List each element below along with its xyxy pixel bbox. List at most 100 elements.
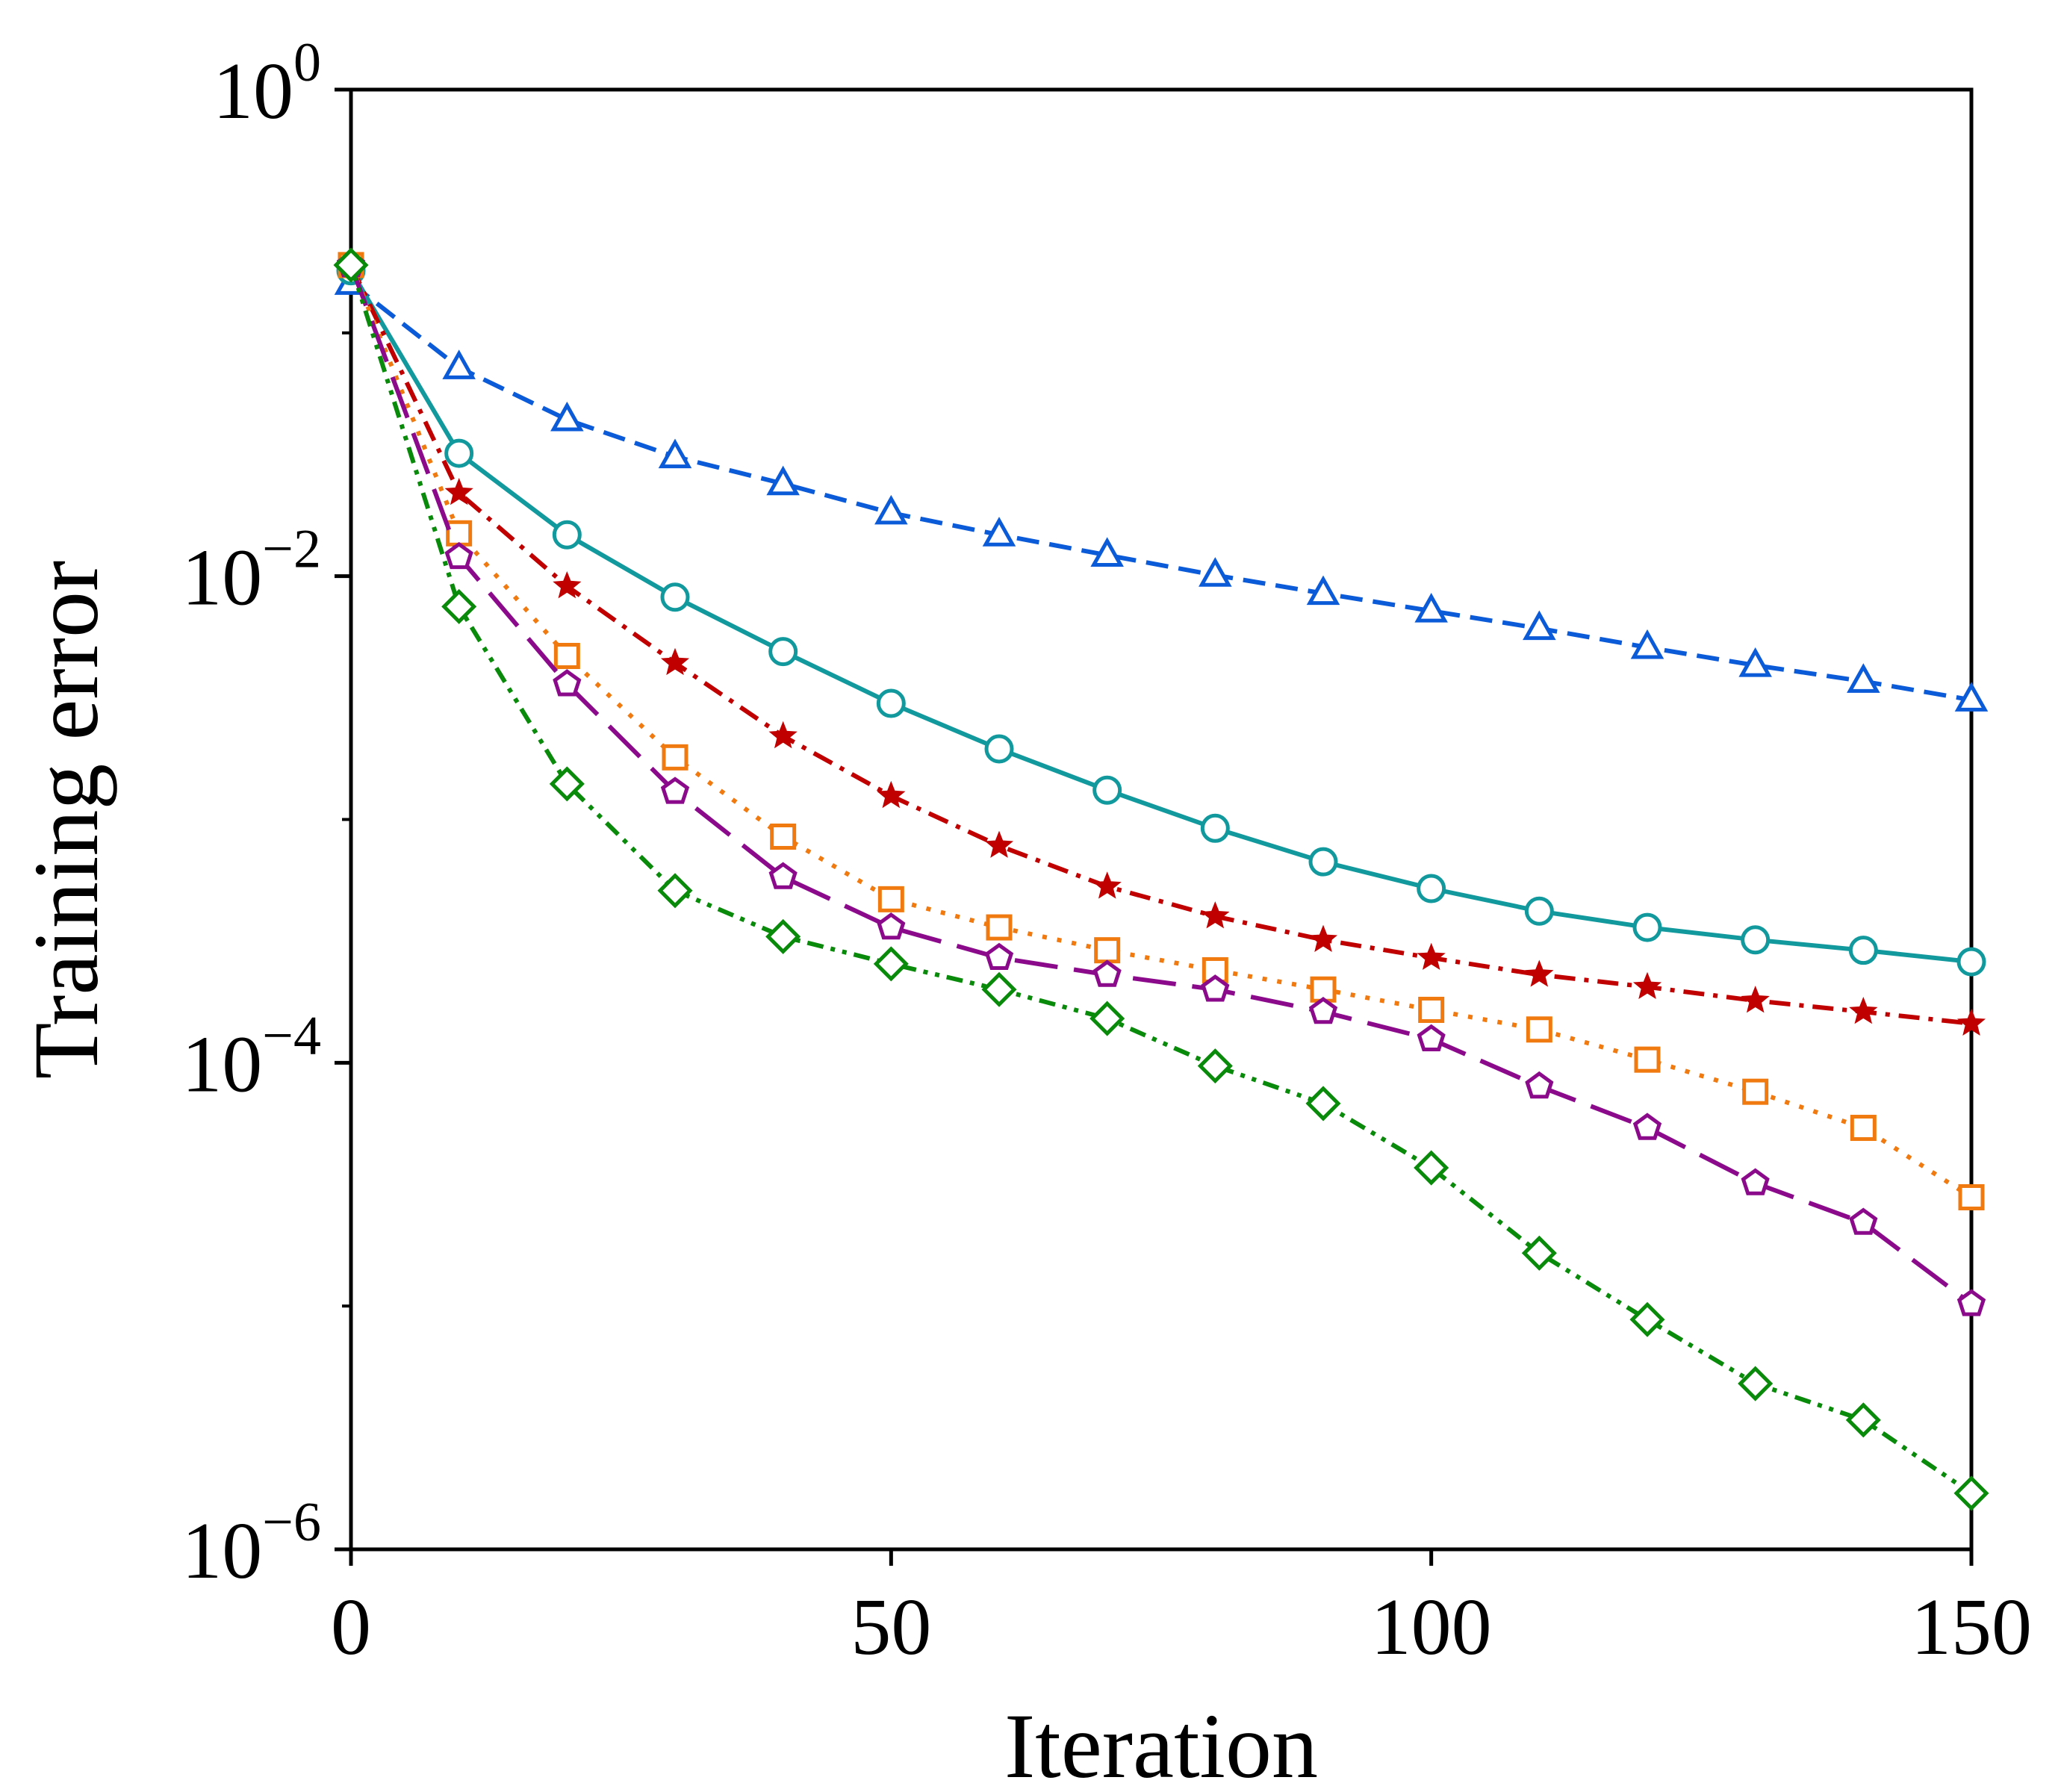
data-point	[1197, 1048, 1233, 1084]
data-point	[442, 349, 476, 379]
series-line	[349, 264, 1973, 1306]
data-point	[1954, 682, 1989, 712]
data-point	[1956, 1289, 1986, 1316]
data-point	[553, 643, 580, 670]
data-point	[1199, 557, 1232, 587]
y-tick-label: 10−4	[181, 1005, 321, 1109]
x-tick-label: 50	[851, 1583, 931, 1672]
data-point	[1201, 901, 1230, 929]
data-point	[1956, 1008, 1986, 1036]
data-point	[1629, 1301, 1665, 1337]
data-point	[1742, 1078, 1769, 1105]
data-point	[766, 465, 800, 496]
series-triangle	[334, 265, 1989, 712]
data-point	[986, 914, 1013, 941]
data-point	[768, 721, 798, 749]
data-point	[1094, 937, 1121, 964]
data-point	[1521, 1235, 1557, 1271]
data-point	[333, 247, 369, 283]
data-point	[1308, 997, 1338, 1024]
data-point	[1524, 896, 1554, 926]
data-point	[1848, 936, 1878, 965]
data-point	[1845, 1402, 1881, 1438]
y-axis-title: Training error	[15, 561, 117, 1080]
series-line	[349, 264, 1973, 1200]
data-point	[1741, 1168, 1770, 1195]
data-point	[553, 570, 582, 599]
data-point	[660, 582, 690, 612]
data-point	[1847, 663, 1880, 693]
x-tick-label: 100	[1371, 1583, 1492, 1672]
data-point	[550, 401, 584, 432]
data-point	[1738, 647, 1772, 677]
y-tick-label: 10−6	[181, 1492, 321, 1596]
series-line	[349, 264, 1972, 1026]
data-point	[549, 766, 585, 802]
data-point	[553, 669, 582, 697]
data-point	[876, 688, 906, 718]
data-point	[662, 744, 688, 771]
data-point	[1850, 1115, 1877, 1142]
data-point	[1523, 610, 1556, 641]
data-point	[1417, 1024, 1446, 1051]
data-point	[984, 734, 1014, 764]
data-point	[770, 823, 797, 850]
series-pentagon	[336, 249, 1986, 1316]
data-point	[877, 780, 906, 809]
series-line	[349, 281, 1972, 703]
y-tick-label: 100	[213, 32, 321, 136]
data-point	[768, 637, 798, 667]
data-point	[1849, 997, 1878, 1024]
data-point	[1958, 1183, 1985, 1210]
data-point	[1632, 971, 1662, 999]
data-point	[984, 830, 1014, 858]
data-point	[1308, 847, 1338, 877]
data-point	[1089, 1001, 1125, 1036]
data-point	[1953, 1475, 1989, 1511]
data-point	[981, 971, 1017, 1007]
series-line	[349, 264, 1973, 1496]
data-point	[1525, 959, 1554, 987]
data-point	[1526, 1016, 1552, 1043]
data-point	[1632, 912, 1662, 942]
data-point	[446, 520, 473, 547]
data-point	[1092, 775, 1122, 805]
data-point	[982, 517, 1016, 547]
data-point	[1308, 924, 1338, 952]
data-point	[1525, 1071, 1554, 1099]
data-point	[1306, 575, 1340, 606]
data-point	[1738, 1366, 1774, 1401]
data-point	[444, 478, 473, 505]
data-point	[1630, 629, 1664, 659]
data-point	[1092, 959, 1122, 987]
data-point	[441, 588, 477, 624]
x-tick-label: 150	[1911, 1583, 2032, 1672]
data-point	[874, 494, 908, 525]
series-line	[349, 270, 1972, 965]
y-tick-label: 10−2	[181, 519, 321, 623]
data-point	[1092, 871, 1122, 899]
data-point	[1632, 1113, 1662, 1140]
data-point	[660, 777, 690, 804]
series-layer	[333, 247, 1989, 1511]
data-point	[1090, 537, 1124, 567]
data-point	[1417, 874, 1446, 903]
data-point	[1305, 1086, 1341, 1121]
data-point	[1741, 986, 1770, 1013]
x-tick-label: 0	[331, 1583, 371, 1672]
data-point	[1741, 925, 1771, 955]
data-point	[877, 912, 906, 940]
plot-frame	[349, 87, 1974, 1552]
data-point	[984, 942, 1014, 970]
data-point	[877, 886, 904, 912]
series-circle	[336, 256, 1986, 977]
data-point	[552, 520, 582, 550]
data-point	[768, 862, 798, 889]
data-point	[444, 438, 474, 468]
x-axis-ticks: 0 50 100 150	[331, 1549, 2032, 1672]
data-point	[1414, 593, 1448, 623]
data-point	[1956, 947, 1986, 977]
x-axis-title: Iteration	[1004, 1695, 1318, 1792]
data-point	[873, 946, 909, 982]
